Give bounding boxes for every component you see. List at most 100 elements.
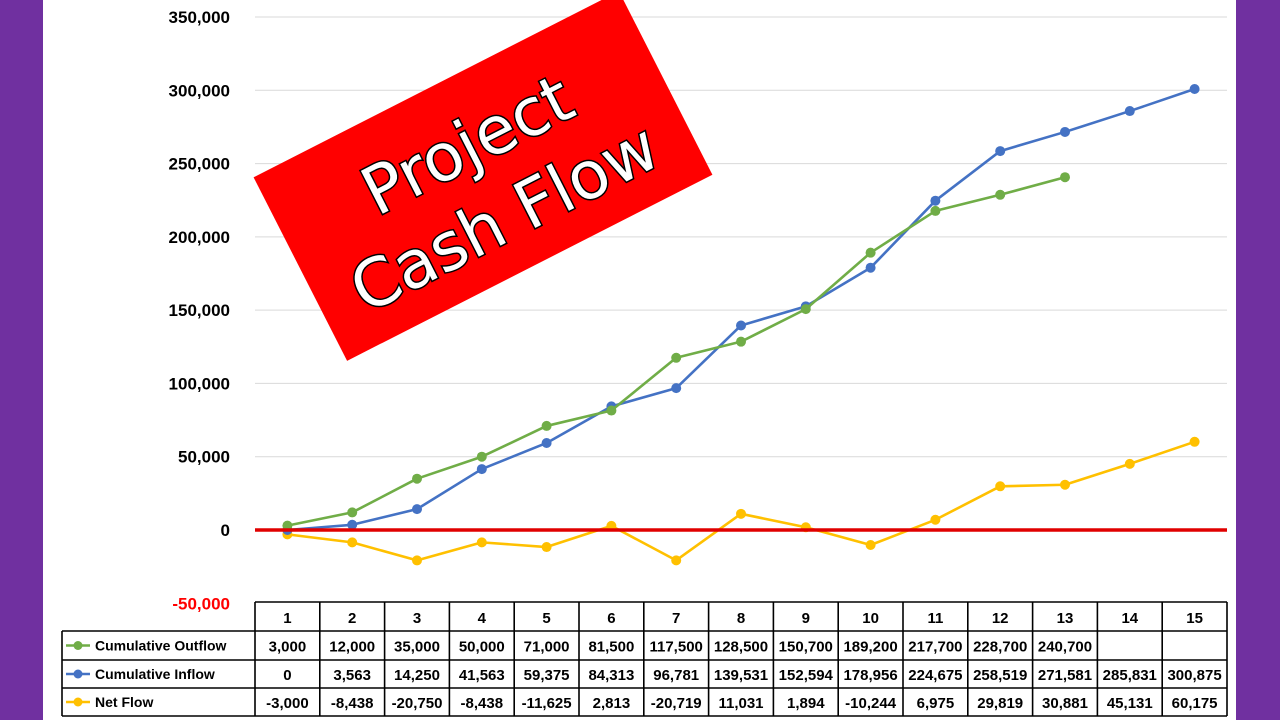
data-label: 84,313 (588, 667, 634, 684)
data-point (1189, 84, 1200, 95)
y-tick-label: 150,000 (169, 301, 230, 320)
data-label: 29,819 (977, 695, 1023, 712)
y-tick-label: 0 (221, 521, 230, 540)
data-label: 128,500 (714, 639, 768, 656)
data-point (476, 537, 487, 548)
data-label: -20,719 (651, 695, 702, 712)
data-point (930, 195, 941, 206)
data-point (1189, 436, 1200, 447)
data-label: 150,700 (779, 639, 833, 656)
data-point (865, 247, 876, 258)
x-category-label: 11 (927, 610, 943, 627)
y-tick-label: 50,000 (178, 448, 230, 467)
data-label: 240,700 (1038, 639, 1092, 656)
x-category-label: 14 (1121, 610, 1138, 627)
data-point (930, 205, 941, 216)
data-label: 217,700 (908, 639, 962, 656)
data-label: 271,581 (1038, 667, 1092, 684)
legend-label: Net Flow (95, 694, 153, 710)
data-point (995, 146, 1006, 157)
data-point (541, 420, 552, 431)
x-category-label: 10 (862, 610, 879, 627)
data-point (606, 405, 617, 416)
data-point (541, 542, 552, 553)
data-label: -20,750 (392, 695, 443, 712)
data-label: 3,000 (269, 639, 307, 656)
data-label: 1,894 (787, 695, 825, 712)
data-label: 285,831 (1103, 667, 1157, 684)
data-label: 59,375 (524, 667, 570, 684)
data-point (736, 508, 746, 519)
data-label: 0 (283, 667, 291, 684)
data-point (1124, 458, 1135, 469)
x-category-label: 2 (348, 610, 356, 627)
legend-key-marker (73, 697, 83, 707)
data-label: 41,563 (459, 667, 505, 684)
legend-key-marker (73, 669, 83, 679)
data-label: 178,956 (843, 667, 897, 684)
data-point (1060, 126, 1070, 137)
data-label: 96,781 (653, 667, 699, 684)
data-label: 117,500 (649, 639, 702, 656)
data-point (1060, 479, 1070, 490)
data-point (671, 555, 682, 566)
data-label: 12,000 (329, 639, 375, 656)
x-category-label: 12 (992, 610, 1009, 627)
data-point (347, 519, 358, 530)
data-label: 71,000 (524, 639, 570, 656)
data-label: 35,000 (394, 639, 440, 656)
data-label: -10,244 (845, 695, 897, 712)
legend-label: Cumulative Inflow (95, 666, 215, 682)
data-label: 224,675 (908, 667, 962, 684)
data-label: 50,000 (459, 639, 505, 656)
data-label: 81,500 (588, 639, 634, 656)
data-point (1060, 172, 1070, 183)
data-point (671, 352, 682, 363)
data-point (282, 520, 293, 531)
x-category-label: 3 (413, 610, 421, 627)
y-tick-label: 250,000 (169, 155, 230, 174)
data-point (347, 507, 358, 518)
data-label: 14,250 (394, 667, 440, 684)
data-label: 30,881 (1042, 695, 1088, 712)
data-point (1124, 106, 1135, 117)
y-tick-label: 100,000 (169, 374, 230, 393)
x-category-label: 8 (737, 610, 745, 627)
y-tick-label: 350,000 (169, 8, 230, 27)
data-label: -3,000 (266, 695, 309, 712)
x-category-label: 7 (672, 610, 680, 627)
data-label: 152,594 (779, 667, 834, 684)
data-label: -8,438 (461, 695, 504, 712)
y-tick-label: 300,000 (169, 81, 230, 100)
data-label: 139,531 (714, 667, 768, 684)
legend-key-marker (73, 641, 83, 650)
x-category-label: 1 (283, 610, 291, 627)
data-label: 60,175 (1172, 695, 1218, 712)
data-point (995, 189, 1006, 200)
data-point (541, 437, 552, 448)
data-point (736, 320, 746, 331)
data-point (412, 504, 422, 515)
data-point (671, 383, 682, 394)
data-point (412, 555, 422, 566)
data-label: -11,625 (522, 695, 572, 712)
data-point (347, 537, 358, 548)
x-category-label: 13 (1057, 610, 1074, 627)
data-label: 3,563 (333, 667, 371, 684)
data-label: 11,031 (718, 695, 763, 712)
data-point (476, 451, 487, 462)
data-point (930, 514, 941, 525)
data-point (865, 262, 876, 273)
data-point (736, 336, 746, 347)
data-label: 228,700 (973, 639, 1027, 656)
data-label: 6,975 (917, 695, 955, 712)
x-category-label: 9 (802, 610, 810, 627)
data-label: 300,875 (1167, 667, 1221, 684)
data-label: 2,813 (593, 695, 631, 712)
x-category-label: 4 (478, 610, 487, 627)
data-point (476, 464, 487, 475)
x-category-label: 6 (607, 610, 615, 627)
data-point (865, 540, 876, 551)
